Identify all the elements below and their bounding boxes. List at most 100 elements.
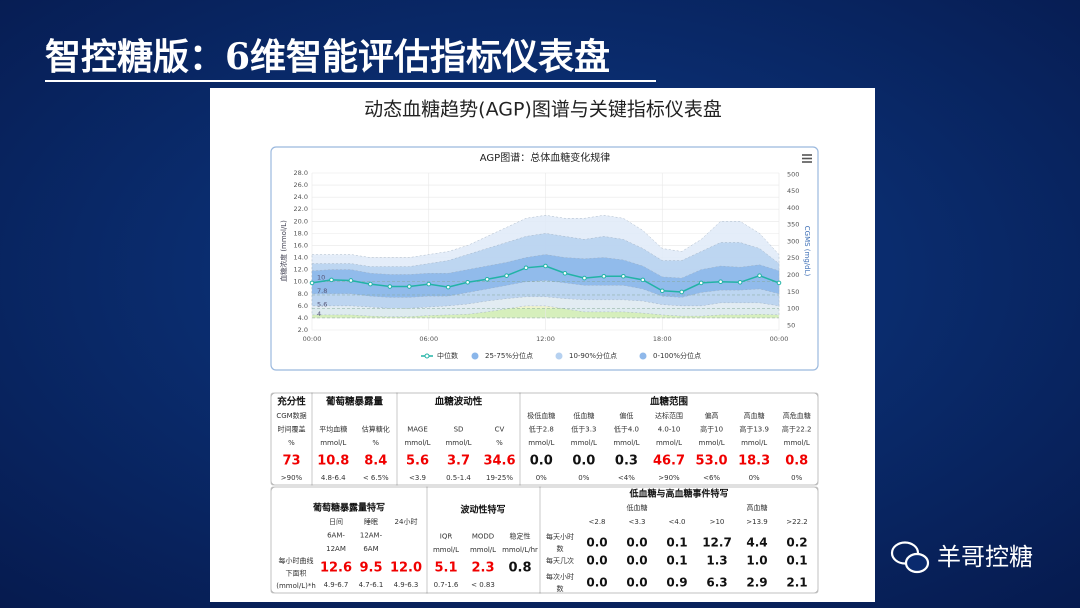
median-point (659, 288, 665, 294)
reference-label: 10 (317, 274, 325, 282)
column-header: 4.0-10 (658, 426, 681, 434)
y-tick-label: 2.0 (298, 326, 308, 334)
column-header: SD (454, 426, 464, 434)
column-header: 12AM- (360, 532, 383, 540)
y-tick-label: 24.0 (294, 193, 308, 201)
column-header: mmol/L (528, 439, 554, 447)
metric-value: 0.8 (508, 561, 531, 576)
median-point (348, 278, 354, 283)
column-header: mmol/L (571, 439, 597, 447)
y2-tick-label: 450 (787, 187, 799, 195)
column-header: CGM数据 (276, 411, 306, 420)
event-value: 0.1 (666, 554, 687, 568)
event-value: 0.0 (586, 576, 607, 590)
median-point (329, 277, 334, 283)
x-tick-label: 12:00 (536, 335, 555, 343)
row-label: 下面积 (286, 569, 307, 578)
event-value: 0.0 (626, 554, 647, 568)
column-header: mmol/L (784, 439, 810, 447)
median-point (368, 281, 373, 287)
y2-tick-label: 150 (787, 288, 799, 296)
reference-label: 5.6 (317, 300, 327, 308)
y-tick-label: 20.0 (294, 217, 308, 225)
metric-value: 5.1 (434, 561, 457, 576)
median-point (562, 270, 568, 276)
group-title: 葡萄糖暴露量 (325, 396, 384, 408)
column-header: 24小时 (395, 517, 418, 526)
median-point (718, 279, 723, 284)
event-value: 1.0 (746, 554, 767, 568)
column-header: 高危血糖 (783, 411, 811, 420)
panel-title: 动态血糖趋势(AGP)图谱与关键指标仪表盘 (364, 99, 722, 121)
threshold: >13.9 (746, 518, 767, 526)
target-range: >90% (658, 474, 680, 482)
column-header: 低于2.8 (529, 425, 554, 434)
y2-tick-label: 300 (787, 237, 799, 245)
legend-swatch (424, 353, 430, 359)
metric-value: 0.0 (572, 454, 595, 469)
column-header: 稳定性 (510, 532, 531, 541)
table-box (539, 486, 819, 594)
menu-icon[interactable] (802, 154, 812, 163)
column-header: 高血糖 (744, 411, 765, 420)
y-axis-label: 血糖浓度 (mmol/L) (279, 220, 288, 282)
slide-title: 智控糖版：6维智能评估指标仪表盘 (45, 36, 610, 78)
median-point (309, 280, 315, 286)
column-header: 睡眠 (364, 518, 378, 526)
median-point (776, 280, 782, 286)
metric-value: 18.3 (738, 454, 770, 469)
group-title: 葡萄糖暴露量特写 (312, 502, 385, 514)
median-point (757, 273, 762, 278)
metric-value: 12.6 (320, 561, 352, 576)
table-box (519, 392, 819, 486)
column-header: 极低血糖 (527, 411, 555, 420)
y2-tick-label: 350 (787, 221, 799, 229)
target-range: >90% (281, 474, 303, 482)
column-header: 高于13.9 (739, 425, 769, 434)
column-header: mmol/L (656, 439, 682, 447)
x-tick-label: 06:00 (419, 335, 438, 343)
event-value: 0.9 (666, 576, 687, 590)
group-title: 充分性 (277, 396, 306, 408)
metric-value: 3.7 (447, 454, 470, 469)
legend-label: 25-75%分位点 (485, 351, 533, 360)
event-value: 6.3 (706, 576, 727, 590)
group-title: 波动性特写 (460, 504, 505, 516)
column-header: 日间 (329, 518, 343, 526)
target-range: < 6.5% (363, 474, 389, 482)
metric-value: 46.7 (653, 454, 685, 469)
column-header: mmol/L (470, 546, 496, 554)
target-range: <6% (703, 474, 720, 482)
legend-swatch (471, 352, 479, 360)
y2-tick-label: 250 (787, 254, 799, 262)
column-header: 6AM- (327, 532, 345, 540)
y-tick-label: 8.0 (298, 290, 308, 298)
column-header: mmol/L (433, 546, 459, 554)
column-header: 高于10 (700, 425, 723, 434)
median-point (601, 273, 607, 279)
y2-tick-label: 500 (787, 170, 799, 178)
y-tick-label: 18.0 (294, 229, 308, 237)
metric-value: 2.3 (471, 561, 494, 576)
target-range: 0% (791, 474, 802, 482)
median-point (504, 273, 509, 278)
column-header: % (288, 439, 295, 447)
y2-tick-label: 50 (787, 321, 795, 329)
y-tick-label: 6.0 (298, 302, 308, 310)
group-title: 血糖波动性 (435, 396, 483, 408)
median-point (737, 279, 743, 285)
legend-label: 10-90%分位点 (569, 351, 617, 360)
event-value: 0.0 (586, 554, 607, 568)
metric-value: 0.3 (615, 454, 638, 469)
event-value: 0.0 (626, 536, 647, 550)
column-header: 达标范围 (655, 411, 683, 420)
event-value: 12.7 (702, 536, 732, 550)
y2-axis-label: CGMS (mg/dL) (803, 226, 811, 277)
column-header: mmol/L (445, 439, 471, 447)
column-header: mmol/L (741, 439, 767, 447)
column-header: mmol/L (613, 439, 639, 447)
y-tick-label: 4.0 (298, 314, 308, 322)
median-point (387, 284, 393, 289)
legend-swatch (639, 352, 647, 360)
metric-value: 53.0 (696, 454, 728, 469)
